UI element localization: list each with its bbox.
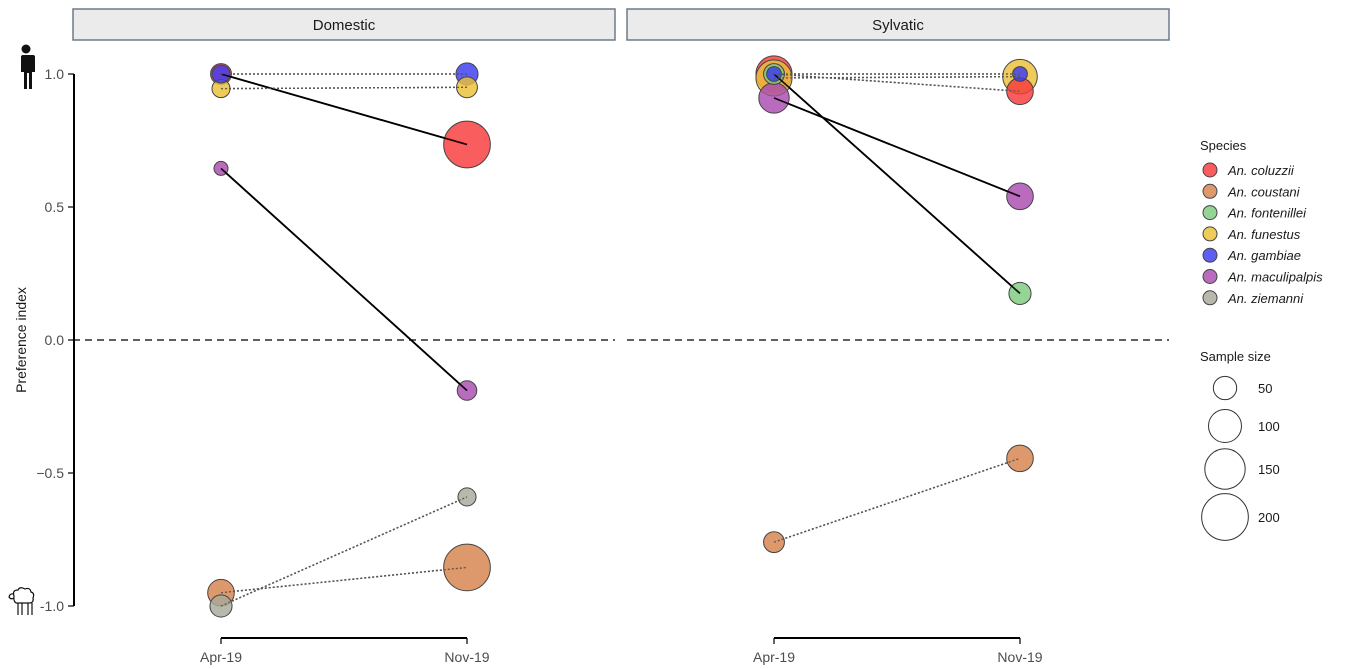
point-an-coustani <box>763 531 785 554</box>
size-key-circle <box>1201 493 1249 541</box>
legend-key-an-ziemanni <box>1202 290 1218 306</box>
y-tick-label: 0.0 <box>45 332 65 348</box>
legend-label-an-maculipalpis: An. maculipalpis <box>1227 270 1323 285</box>
y-tick-label: 0.5 <box>45 199 65 215</box>
series-line-overlay-an-coustani <box>773 457 1021 543</box>
series-lines <box>773 73 1021 543</box>
point-an-coustani <box>443 543 491 592</box>
sheep-head-shape <box>8 593 15 600</box>
axes-layer: -1.0 −0.5 0.0 0.5 1.0 Preference index <box>8 44 75 615</box>
legend-key-an-gambiae <box>1202 247 1218 263</box>
size-key-label: 150 <box>1258 462 1280 477</box>
human-body-shape <box>19 55 35 89</box>
series-line-overlay-an-fontenillei <box>773 73 1021 295</box>
point-an-maculipalpis <box>1006 182 1034 211</box>
sheep-icon <box>8 587 35 615</box>
size-key-circle <box>1212 375 1238 401</box>
strip-domestic <box>72 8 616 41</box>
x-tick-label: Nov-19 <box>997 649 1042 665</box>
human-head-shape <box>21 44 31 54</box>
x-tick-label: Apr-19 <box>200 649 242 665</box>
legend-label-an-gambiae: An. gambiae <box>1227 248 1301 263</box>
legend-label-an-ziemanni: An. ziemanni <box>1227 291 1304 306</box>
series-line-overlay-an-coustani <box>220 566 468 594</box>
legend-key-an-maculipalpis <box>1202 269 1218 284</box>
size-key-circle <box>1208 409 1242 443</box>
series-points <box>755 55 1038 554</box>
point-an-funestus <box>456 76 478 99</box>
human-silhouette-icon <box>19 44 35 89</box>
x-tick-label: Nov-19 <box>444 649 489 665</box>
series-line-overlay-an-maculipalpis <box>773 97 1021 198</box>
size-key-label: 200 <box>1258 510 1280 525</box>
size-key-label: 50 <box>1258 381 1272 396</box>
legend-key-an-coustani <box>1202 183 1218 199</box>
size-legend-title: Sample size <box>1200 349 1271 364</box>
strip-sylvatic <box>626 8 1170 41</box>
size-key-label: 100 <box>1258 419 1280 434</box>
series-line-overlay-an-maculipalpis <box>220 167 468 392</box>
legend-key-an-fontenillei <box>1202 205 1218 221</box>
series-line-overlay-an-coluzzii <box>220 73 468 146</box>
legend-label-an-coluzzii: An. coluzzii <box>1227 163 1295 178</box>
x-tick-label: Apr-19 <box>753 649 795 665</box>
sheep-body-shape <box>12 587 35 604</box>
legend: Species An. coluzzii An. coustani An. fonte… <box>1200 138 1323 541</box>
series-line-overlay-an-funestus <box>220 86 468 90</box>
legend-label-an-coustani: An. coustani <box>1227 184 1301 199</box>
strip-label: Sylvatic <box>872 17 924 34</box>
series-line-overlay-an-funestus <box>773 76 1021 79</box>
series-line-overlay-an-ziemanni <box>220 496 468 607</box>
y-tick-label: 1.0 <box>45 66 65 82</box>
panels-layer: Domestic Apr-19 Nov-19 Sylvatic Apr-19 Nov-19 <box>72 8 1170 665</box>
strip-label: Domestic <box>313 17 376 34</box>
y-axis-title: Preference index <box>13 287 29 393</box>
series-line-overlay-an-coluzzii <box>773 73 1021 92</box>
y-tick-label: -1.0 <box>40 598 64 614</box>
series-points <box>207 62 491 618</box>
y-tick-label: −0.5 <box>36 465 64 481</box>
point-an-coustani <box>1006 444 1034 473</box>
size-key-circle <box>1204 448 1246 490</box>
legend-key-an-funestus <box>1202 226 1218 242</box>
panel-sylvatic: Sylvatic Apr-19 Nov-19 <box>626 8 1170 665</box>
panel-domestic: Domestic Apr-19 Nov-19 <box>72 8 616 665</box>
legend-label-an-fontenillei: An. fontenillei <box>1227 206 1307 221</box>
sheep-legs-shape <box>17 603 33 615</box>
legend-label-an-funestus: An. funestus <box>1227 227 1301 242</box>
legend-key-an-coluzzii <box>1202 162 1218 178</box>
species-legend-title: Species <box>1200 138 1247 153</box>
